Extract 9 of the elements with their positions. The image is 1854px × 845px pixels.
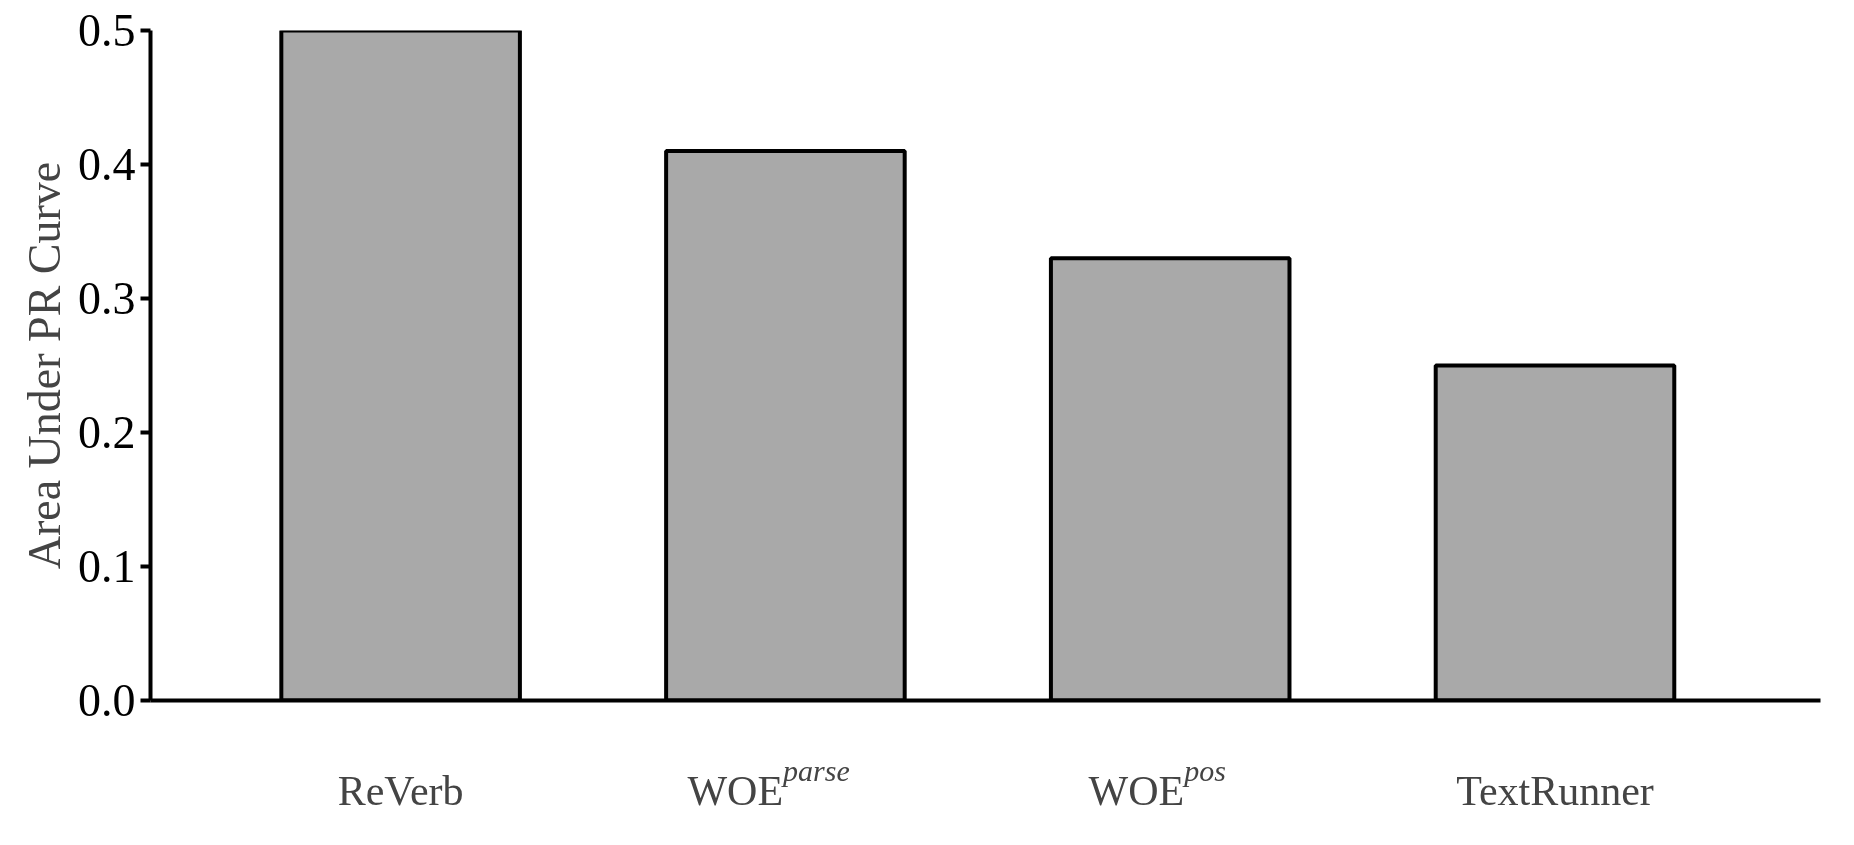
- y-tick-label: 0.2: [78, 407, 136, 458]
- y-tick-label: 0.4: [78, 139, 136, 190]
- y-tick-label: 0.3: [78, 273, 136, 324]
- y-tick-label: 0.5: [78, 5, 136, 56]
- y-axis-title: Area Under PR Curve: [19, 161, 70, 570]
- y-tick-label: 0.0: [78, 675, 136, 726]
- y-tick-label: 0.1: [78, 541, 136, 592]
- x-tick-label: TextRunner: [1456, 767, 1654, 814]
- x-tick-label: ReVerb: [337, 767, 464, 814]
